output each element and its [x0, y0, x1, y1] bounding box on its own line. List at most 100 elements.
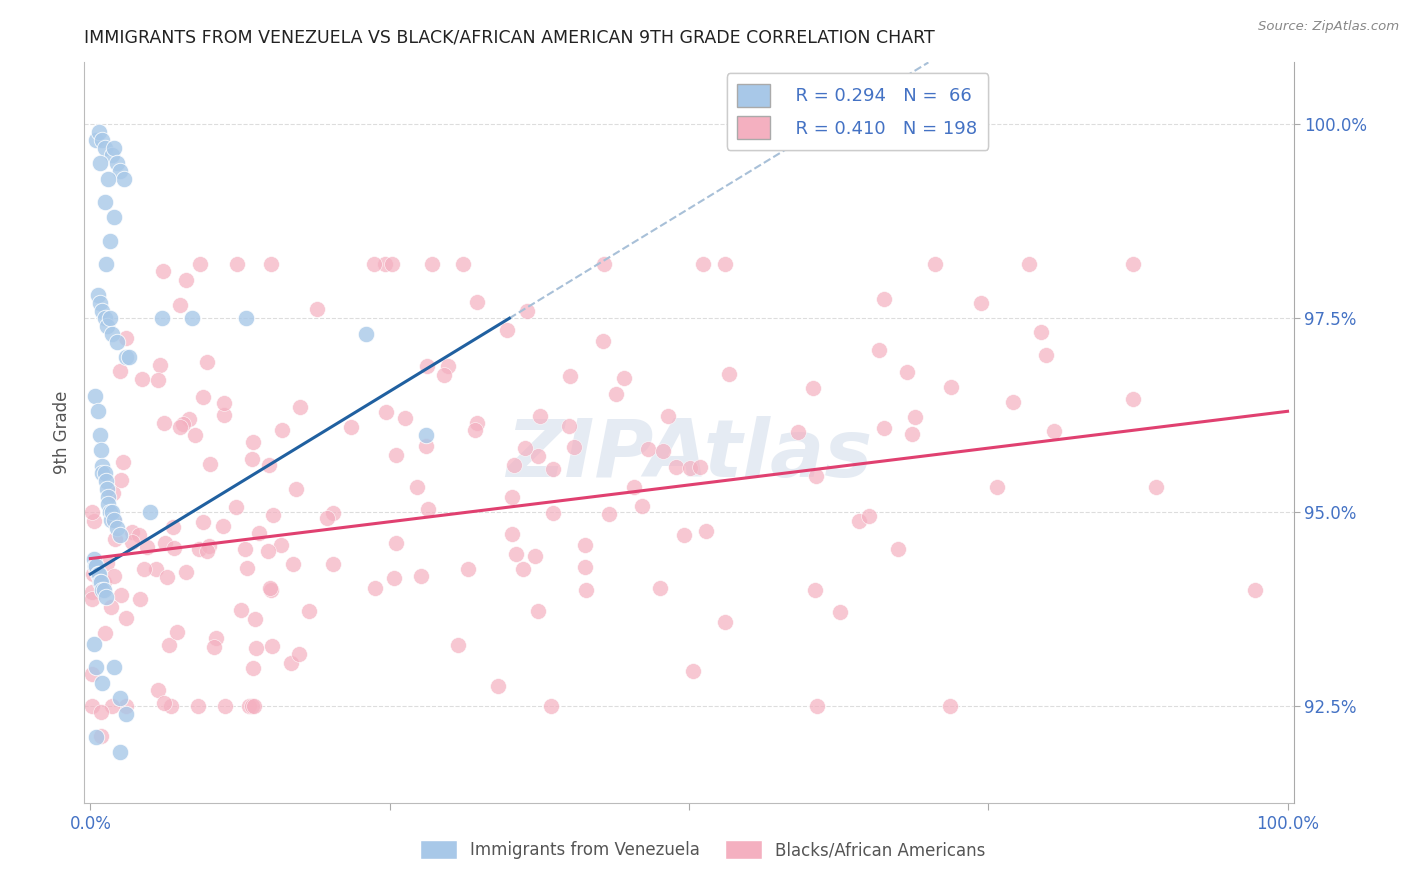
Point — [432, 368, 454, 382]
Point — [87, 567, 110, 582]
Point — [1122, 392, 1144, 406]
Point — [84, 559, 107, 574]
Point — [503, 458, 526, 473]
Point — [200, 458, 222, 472]
Point — [103, 513, 125, 527]
Point — [904, 410, 927, 425]
Point — [451, 257, 474, 271]
Point — [1035, 348, 1057, 362]
Point — [717, 367, 740, 381]
Point — [374, 405, 396, 419]
Point — [270, 538, 292, 552]
Point — [83, 551, 105, 566]
Point — [101, 486, 124, 500]
Point — [112, 171, 135, 186]
Point — [505, 548, 527, 562]
Point — [98, 311, 121, 326]
Point — [103, 569, 125, 583]
Point — [174, 565, 197, 579]
Point — [665, 460, 688, 475]
Point — [86, 404, 108, 418]
Point — [172, 417, 194, 432]
Point — [187, 541, 209, 556]
Point — [163, 541, 186, 556]
Point — [96, 556, 118, 570]
Point — [84, 389, 107, 403]
Point — [195, 354, 218, 368]
Point — [129, 592, 152, 607]
Point — [115, 611, 138, 625]
Point — [184, 427, 207, 442]
Point — [1018, 257, 1040, 271]
Point — [162, 519, 184, 533]
Point — [804, 469, 827, 483]
Point — [416, 502, 439, 516]
Point — [155, 535, 177, 549]
Point — [132, 562, 155, 576]
Point — [247, 526, 270, 541]
Point — [103, 513, 125, 527]
Point — [103, 141, 125, 155]
Point — [657, 409, 679, 423]
Point — [270, 423, 292, 437]
Point — [152, 264, 174, 278]
Point — [159, 698, 181, 713]
Point — [385, 448, 408, 462]
Point — [896, 365, 918, 379]
Point — [139, 505, 162, 519]
Point — [623, 480, 645, 494]
Point — [245, 641, 267, 656]
Point — [96, 482, 118, 496]
Point — [613, 370, 636, 384]
Point — [652, 443, 675, 458]
Point — [89, 295, 111, 310]
Point — [121, 534, 143, 549]
Point — [240, 452, 263, 467]
Point — [89, 574, 111, 589]
Point — [540, 698, 562, 713]
Point — [938, 698, 960, 713]
Point — [415, 427, 437, 442]
Point — [970, 295, 993, 310]
Point — [288, 647, 311, 661]
Point — [363, 256, 385, 270]
Point — [804, 582, 827, 597]
Point — [257, 458, 280, 473]
Point — [229, 603, 252, 617]
Point — [212, 409, 235, 423]
Point — [105, 520, 128, 534]
Point — [280, 656, 302, 670]
Point — [100, 599, 122, 614]
Point — [195, 544, 218, 558]
Point — [243, 698, 266, 713]
Point — [562, 440, 585, 454]
Point — [575, 582, 598, 597]
Point — [110, 364, 132, 378]
Point — [457, 562, 479, 576]
Point — [166, 624, 188, 639]
Point — [924, 257, 946, 271]
Point — [986, 481, 1008, 495]
Point — [672, 528, 695, 542]
Point — [541, 506, 564, 520]
Y-axis label: 9th Grade: 9th Grade — [53, 391, 72, 475]
Point — [574, 560, 596, 574]
Point — [887, 541, 910, 556]
Point — [110, 746, 132, 760]
Point — [941, 380, 963, 394]
Point — [98, 505, 121, 519]
Point — [394, 411, 416, 425]
Point — [93, 141, 115, 155]
Point — [90, 443, 112, 458]
Point — [415, 439, 437, 453]
Point — [115, 350, 138, 364]
Point — [714, 615, 737, 629]
Point — [94, 257, 117, 271]
Point — [90, 729, 112, 743]
Point — [104, 532, 127, 546]
Point — [177, 412, 200, 426]
Point — [260, 582, 283, 597]
Point — [82, 666, 104, 681]
Point — [86, 288, 108, 302]
Point — [187, 698, 209, 713]
